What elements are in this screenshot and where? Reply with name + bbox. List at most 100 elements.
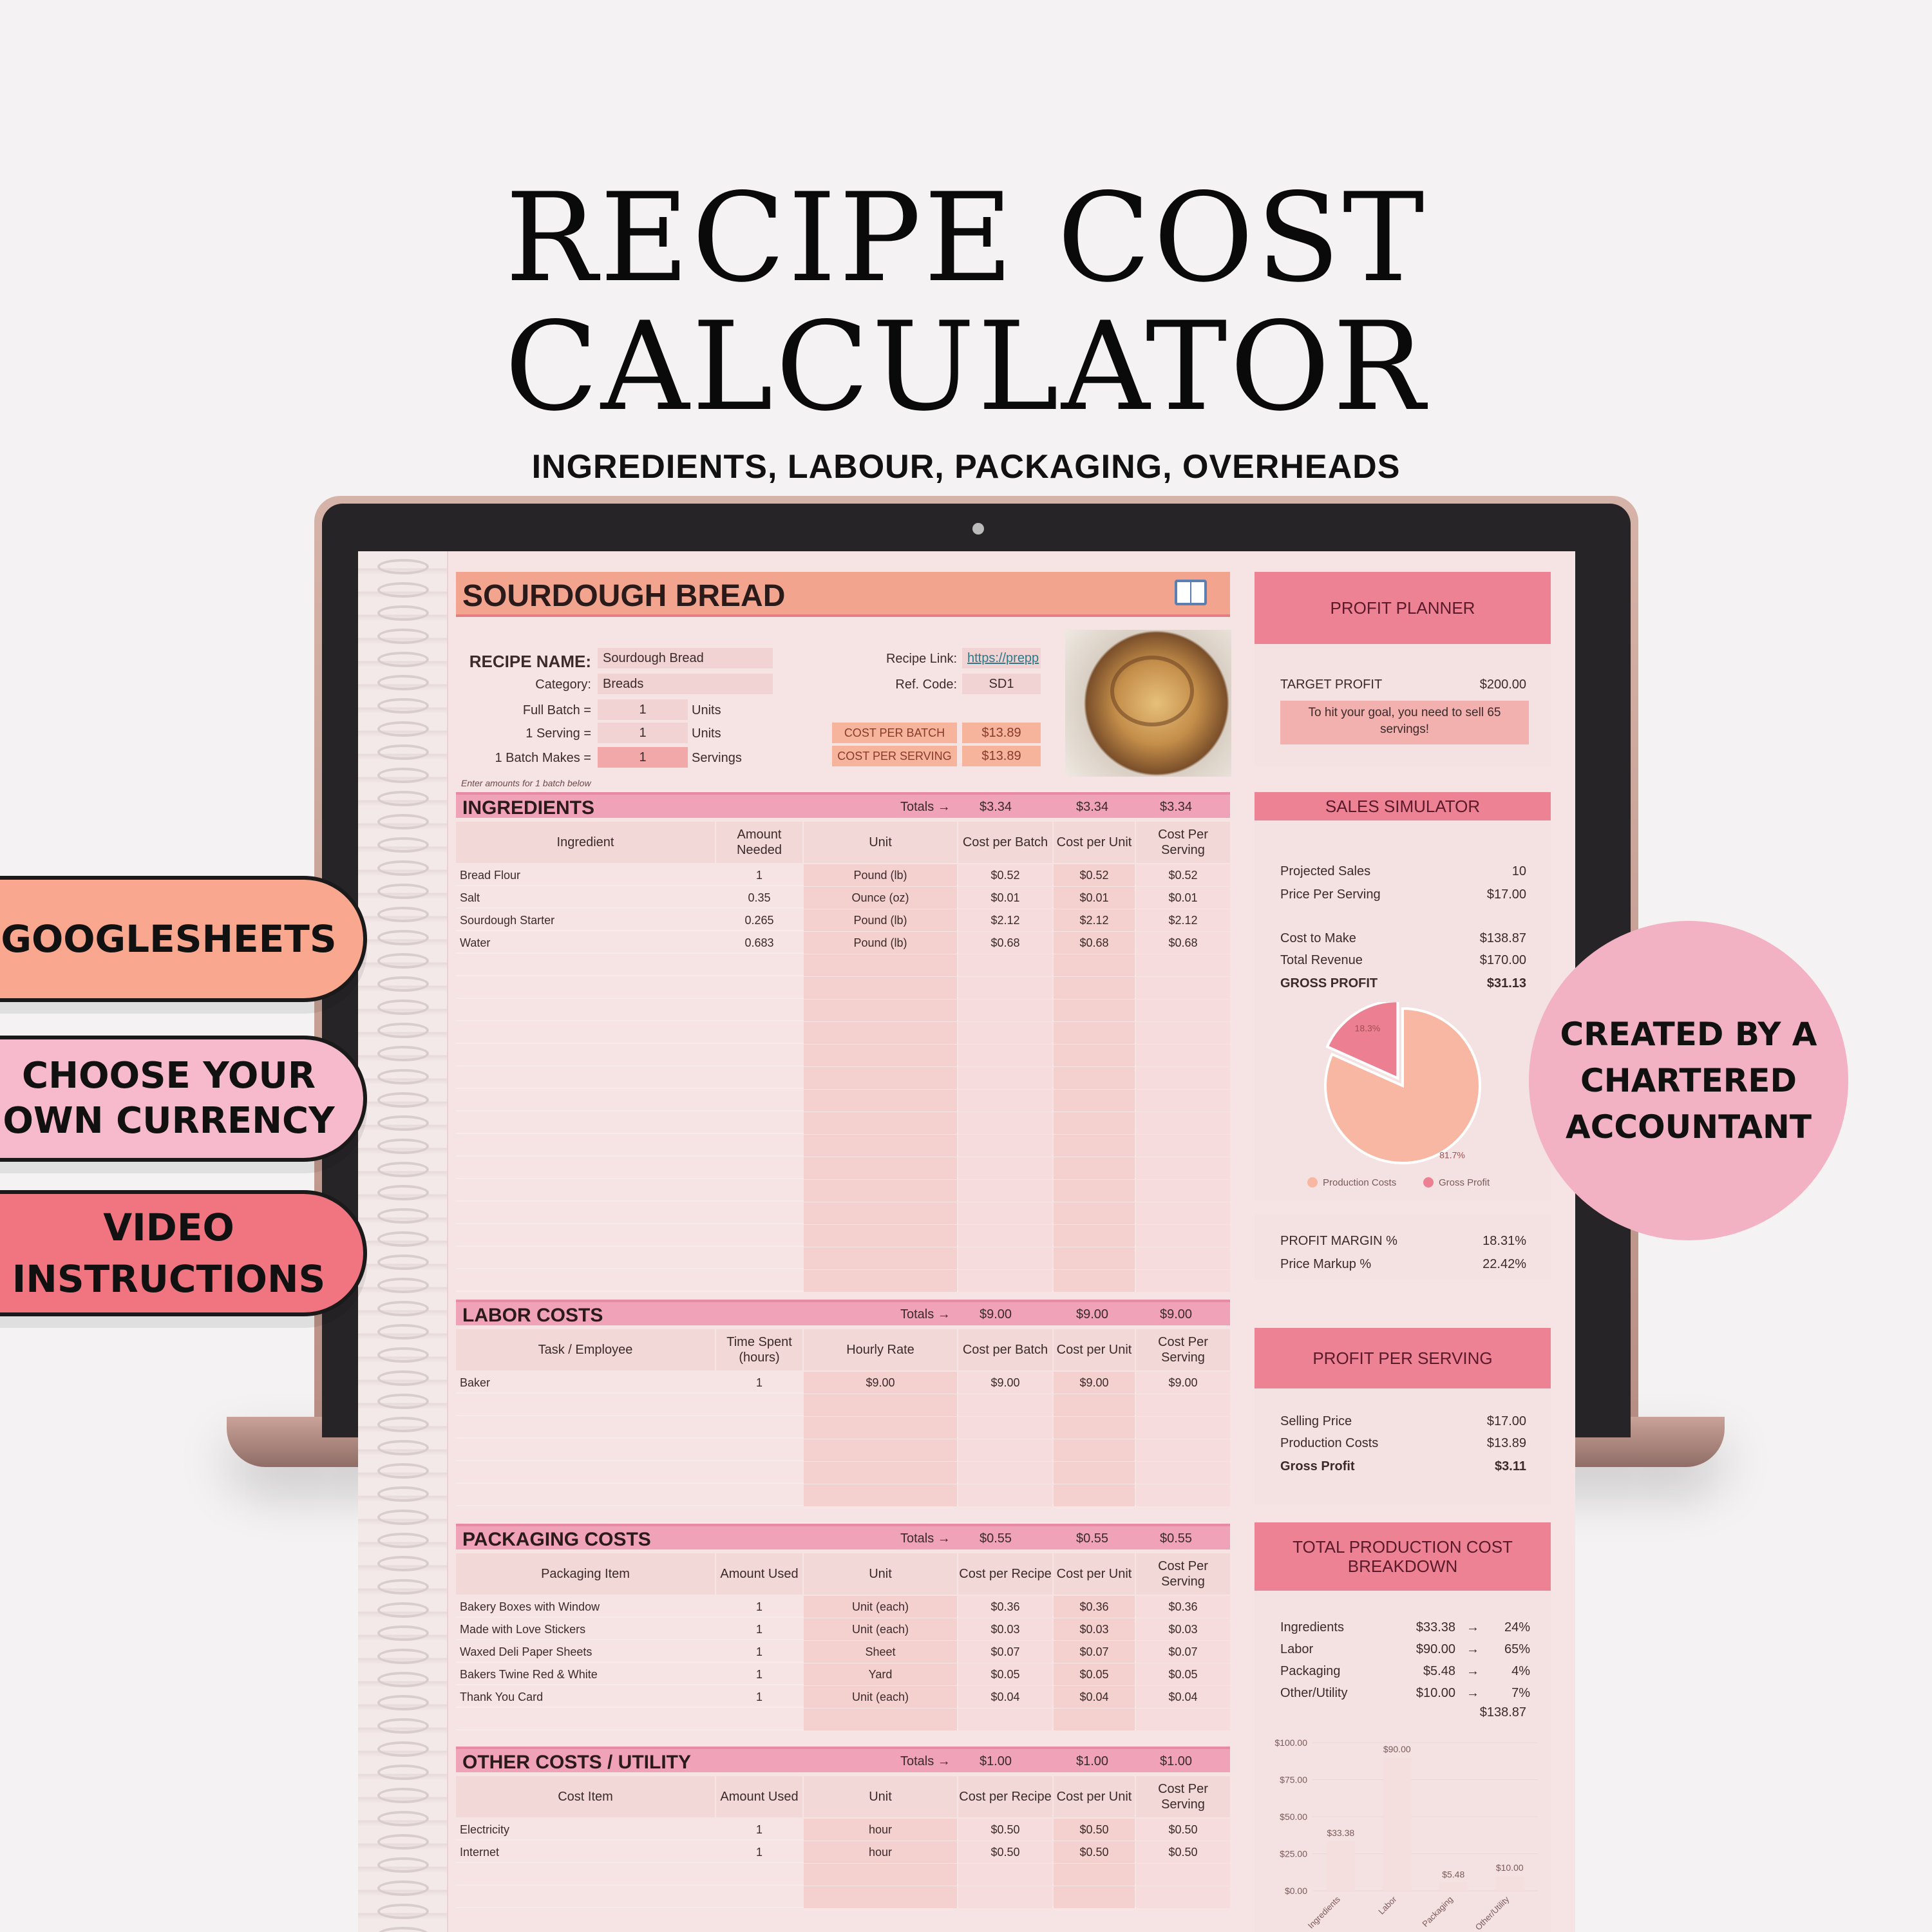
other-cell[interactable]: [456, 1886, 715, 1908]
packaging-cell[interactable]: Bakers Twine Red & White: [460, 1668, 598, 1681]
packaging-cell[interactable]: 1: [755, 1623, 762, 1636]
labor-cell[interactable]: [804, 1484, 957, 1506]
packaging-cell[interactable]: Yard: [804, 1663, 957, 1685]
labor-cell[interactable]: [456, 1462, 715, 1484]
ingredients-cell[interactable]: 0.683: [744, 936, 774, 949]
labor-cell[interactable]: [716, 1439, 802, 1461]
packaging-cell[interactable]: Unit (each): [804, 1618, 957, 1640]
ingredients-cell[interactable]: [804, 1202, 957, 1224]
ingredients-cell[interactable]: [804, 1022, 957, 1044]
ingredients-cell[interactable]: [804, 1090, 957, 1112]
ingredients-cell[interactable]: [804, 1067, 957, 1089]
ingredients-cell[interactable]: 0.265: [744, 914, 774, 927]
ingredients-cell[interactable]: [716, 1090, 802, 1112]
ingredients-cell[interactable]: [456, 1225, 715, 1247]
packaging-cell[interactable]: 1: [755, 1645, 762, 1658]
ingredients-cell[interactable]: [716, 999, 802, 1021]
other-cell[interactable]: [804, 1864, 957, 1886]
other-cell[interactable]: hour: [804, 1841, 957, 1863]
ingredients-cell[interactable]: Pound (lb): [804, 864, 957, 886]
ingredients-cell[interactable]: [716, 1067, 802, 1089]
other-cell[interactable]: [804, 1886, 957, 1908]
packaging-cell[interactable]: Bakery Boxes with Window: [460, 1600, 600, 1613]
ingredients-cell[interactable]: [716, 1225, 802, 1247]
ingredients-cell[interactable]: [804, 1270, 957, 1292]
labor-cell[interactable]: [716, 1417, 802, 1439]
other-cell[interactable]: hour: [804, 1819, 957, 1841]
other-cell[interactable]: 1: [755, 1846, 762, 1859]
other-cell[interactable]: Electricity: [460, 1823, 510, 1836]
ingredients-cell[interactable]: [716, 977, 802, 999]
ingredients-cell[interactable]: [804, 1045, 957, 1066]
batch-makes-field[interactable]: 1: [598, 747, 688, 768]
recipe-name-field[interactable]: Sourdough Bread: [598, 648, 773, 668]
packaging-cell[interactable]: 1: [755, 1668, 762, 1681]
ingredients-cell[interactable]: 1: [755, 869, 762, 882]
ingredients-cell[interactable]: [716, 1157, 802, 1179]
labor-cell[interactable]: [716, 1462, 802, 1484]
labor-cell[interactable]: [456, 1417, 715, 1439]
labor-cell[interactable]: [804, 1439, 957, 1461]
other-cell[interactable]: [716, 1864, 802, 1886]
ingredients-cell[interactable]: [456, 1067, 715, 1089]
packaging-cell[interactable]: Thank You Card: [460, 1690, 544, 1703]
packaging-cell[interactable]: Unit (each): [804, 1686, 957, 1708]
ingredients-cell[interactable]: [456, 1112, 715, 1134]
serving-field[interactable]: 1: [598, 723, 688, 743]
packaging-cell[interactable]: Made with Love Stickers: [460, 1623, 586, 1636]
labor-cell[interactable]: [804, 1417, 957, 1439]
ingredients-cell[interactable]: [716, 1270, 802, 1292]
ingredients-cell[interactable]: Ounce (oz): [804, 887, 957, 909]
ingredients-cell[interactable]: [456, 977, 715, 999]
category-field[interactable]: Breads: [598, 674, 773, 694]
labor-cell[interactable]: [804, 1394, 957, 1416]
ingredients-cell[interactable]: [804, 999, 957, 1021]
ingredients-cell[interactable]: Bread Flour: [460, 869, 521, 882]
ingredients-cell[interactable]: 0.35: [748, 891, 771, 904]
ingredients-cell[interactable]: [716, 1045, 802, 1066]
ingredients-cell[interactable]: [804, 1112, 957, 1134]
ingredients-cell[interactable]: [804, 1180, 957, 1202]
labor-cell[interactable]: [716, 1484, 802, 1506]
price-per-serving-value[interactable]: $17.00: [1486, 887, 1526, 902]
labor-cell[interactable]: [804, 1462, 957, 1484]
packaging-cell[interactable]: [804, 1709, 957, 1730]
recipe-link[interactable]: https://prepp: [962, 648, 1041, 668]
ingredients-cell[interactable]: [804, 1157, 957, 1179]
other-cell[interactable]: Internet: [460, 1846, 500, 1859]
ingredients-cell[interactable]: [804, 1247, 957, 1269]
ingredients-cell[interactable]: [804, 1135, 957, 1157]
other-cell[interactable]: [716, 1886, 802, 1908]
ingredients-cell[interactable]: [456, 1180, 715, 1202]
ingredients-cell[interactable]: [456, 1090, 715, 1112]
labor-cell[interactable]: $9.00: [804, 1372, 957, 1394]
packaging-cell[interactable]: 1: [755, 1690, 762, 1703]
ingredients-cell[interactable]: Water: [460, 936, 491, 949]
ingredients-cell[interactable]: [456, 1022, 715, 1044]
labor-cell[interactable]: 1: [755, 1376, 762, 1389]
ingredients-cell[interactable]: [804, 954, 957, 976]
ingredients-cell[interactable]: [456, 954, 715, 976]
labor-cell[interactable]: [456, 1394, 715, 1416]
packaging-cell[interactable]: [456, 1709, 715, 1730]
ingredients-cell[interactable]: [804, 1225, 957, 1247]
ingredients-cell[interactable]: [456, 1247, 715, 1269]
other-cell[interactable]: [456, 1864, 715, 1886]
other-cell[interactable]: 1: [755, 1823, 762, 1836]
full-batch-field[interactable]: 1: [598, 699, 688, 720]
ingredients-cell[interactable]: [716, 1180, 802, 1202]
ingredients-cell[interactable]: [456, 999, 715, 1021]
ingredients-cell[interactable]: Sourdough Starter: [460, 914, 555, 927]
projected-sales-value[interactable]: 10: [1511, 864, 1526, 878]
ingredients-cell[interactable]: [456, 1270, 715, 1292]
labor-cell[interactable]: [716, 1394, 802, 1416]
ingredients-cell[interactable]: [456, 1045, 715, 1066]
packaging-cell[interactable]: Sheet: [804, 1641, 957, 1663]
ingredients-cell[interactable]: [716, 1202, 802, 1224]
ingredients-cell[interactable]: Pound (lb): [804, 932, 957, 954]
ingredients-cell[interactable]: [716, 1247, 802, 1269]
packaging-cell[interactable]: Unit (each): [804, 1596, 957, 1618]
packaging-cell[interactable]: 1: [755, 1600, 762, 1613]
packaging-cell[interactable]: Waxed Deli Paper Sheets: [460, 1645, 592, 1658]
packaging-cell[interactable]: [716, 1709, 802, 1730]
